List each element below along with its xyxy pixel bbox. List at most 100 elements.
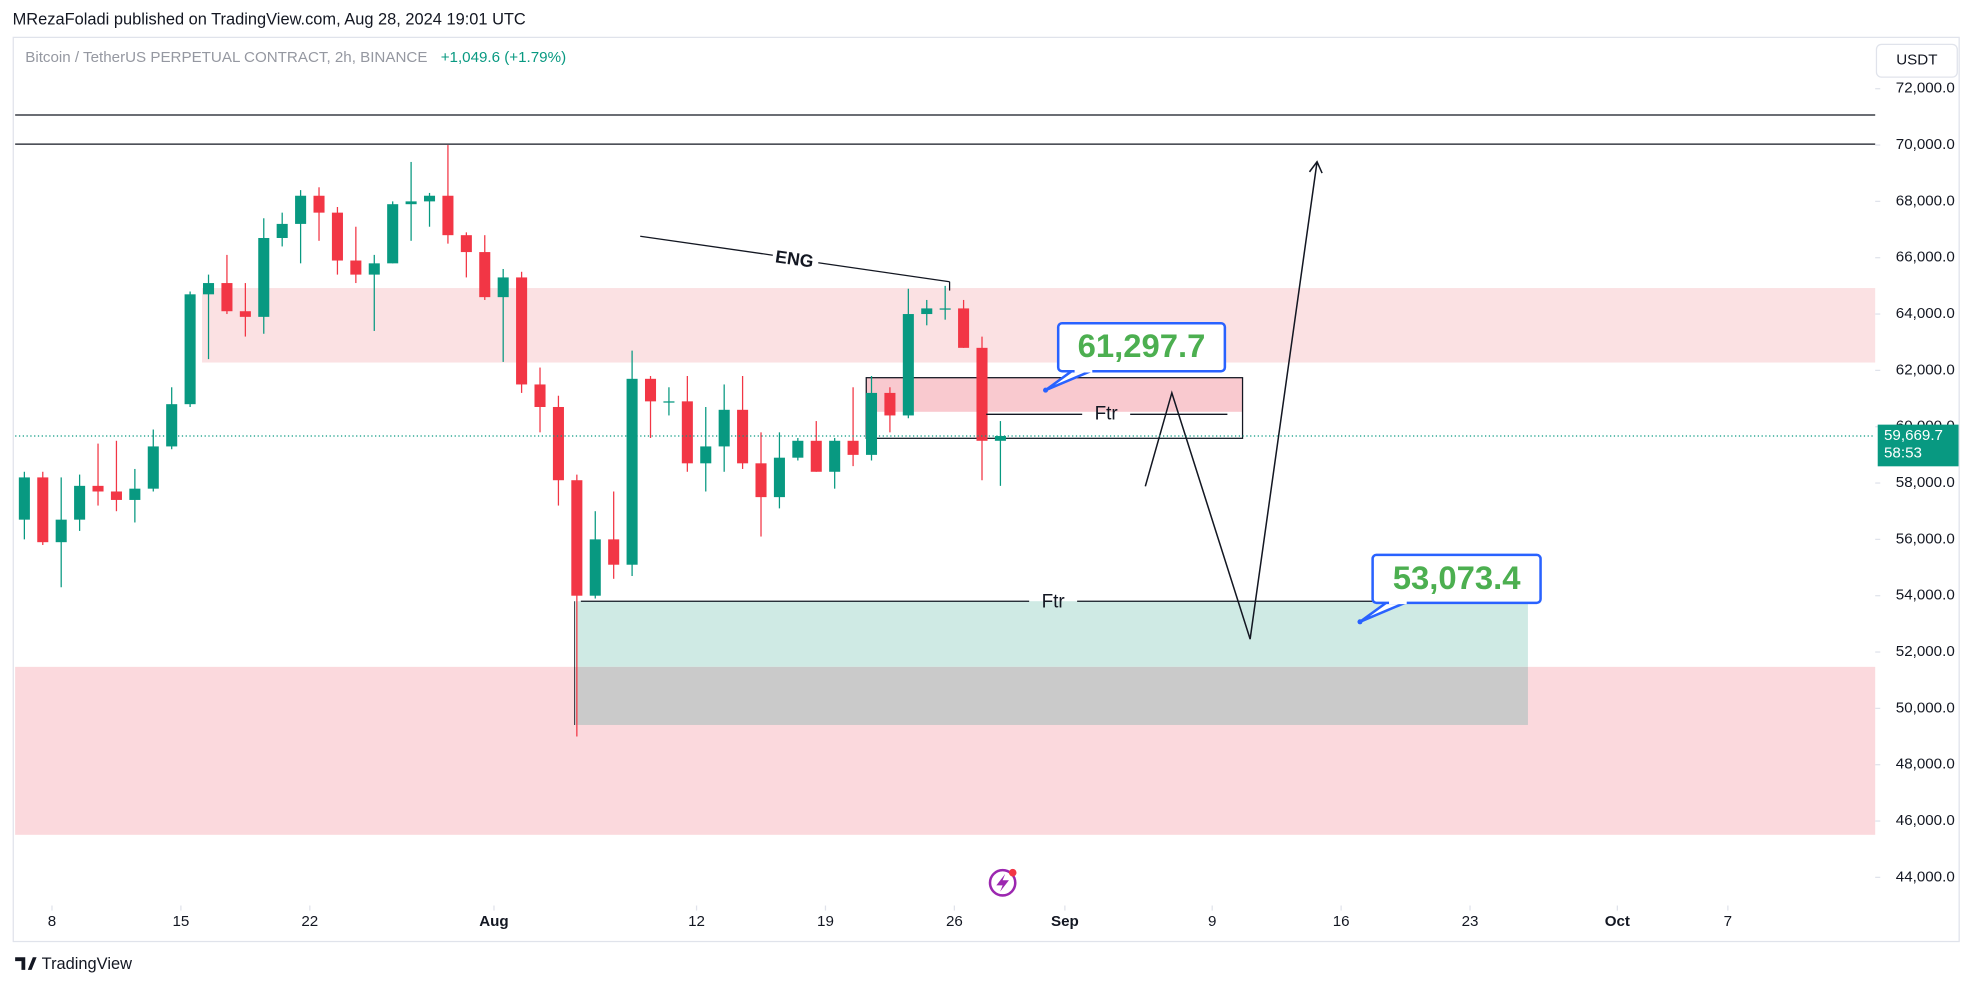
candle-body bbox=[700, 446, 712, 464]
projection-path bbox=[1144, 161, 1318, 640]
x-tick-label: 9 bbox=[1208, 913, 1216, 930]
y-tick-label: 56,000.0 bbox=[1896, 530, 1955, 547]
candles bbox=[18, 145, 1006, 737]
candle-body bbox=[829, 440, 841, 472]
candle-body bbox=[405, 201, 417, 205]
candle-body bbox=[902, 314, 914, 416]
candle-body bbox=[921, 308, 933, 315]
candle-body bbox=[663, 401, 675, 403]
candle-body bbox=[497, 277, 509, 298]
callout-gap bbox=[1389, 600, 1407, 605]
candle-body bbox=[258, 237, 270, 317]
symbol-label: Bitcoin / TetherUS PERPETUAL CONTRACT, 2… bbox=[25, 49, 427, 66]
x-axis: 8 15 22 Aug 12 19 26 Sep 9 16 23 Oct 7 bbox=[48, 905, 1732, 930]
last-price-box bbox=[1877, 424, 1959, 467]
x-tick-label: 26 bbox=[946, 913, 963, 930]
x-tick-label: 16 bbox=[1333, 913, 1350, 930]
candle-body bbox=[92, 485, 104, 492]
alert-icon-dot bbox=[1008, 868, 1017, 877]
arrow-head bbox=[1308, 160, 1323, 174]
candle-body bbox=[331, 212, 343, 261]
eng-line bbox=[640, 235, 773, 256]
candle-body bbox=[718, 409, 730, 447]
y-tick-label: 44,000.0 bbox=[1896, 868, 1955, 885]
candle-body bbox=[37, 477, 49, 543]
candle-body bbox=[534, 384, 546, 407]
candle-body bbox=[221, 283, 233, 312]
candle-body bbox=[958, 308, 970, 348]
callout-label: 53,073.4 bbox=[1393, 559, 1522, 596]
eng-line bbox=[818, 262, 950, 283]
candle-body bbox=[994, 435, 1006, 441]
callout-box bbox=[1371, 553, 1542, 605]
callout-anchor bbox=[1043, 387, 1049, 393]
y-tick-label: 66,000.0 bbox=[1896, 249, 1955, 266]
candle-body bbox=[773, 457, 785, 498]
candle-body bbox=[442, 195, 454, 236]
last-price: 59,669.758:53 bbox=[15, 424, 1959, 467]
x-tick-label: 15 bbox=[172, 913, 189, 930]
chart-frame bbox=[12, 36, 1960, 943]
candle-body bbox=[681, 401, 693, 464]
candle-body bbox=[239, 311, 251, 317]
callout-anchor bbox=[1357, 619, 1363, 625]
candle-body bbox=[350, 260, 362, 275]
candle-body bbox=[571, 480, 583, 596]
y-tick-label: 62,000.0 bbox=[1896, 361, 1955, 378]
x-tick-label: 12 bbox=[688, 913, 705, 930]
candle-body bbox=[423, 195, 436, 202]
ftr-label: Ftr bbox=[1095, 403, 1118, 424]
brand-logo bbox=[15, 957, 37, 970]
candle-body bbox=[202, 283, 215, 295]
candle-body bbox=[55, 519, 67, 543]
candle-body bbox=[755, 463, 767, 498]
y-tick-label: 54,000.0 bbox=[1896, 587, 1955, 604]
candle-body bbox=[552, 406, 564, 481]
x-tick-label: 22 bbox=[301, 913, 318, 930]
brand-name: TradingView bbox=[42, 955, 132, 973]
currency-label: USDT bbox=[1896, 52, 1937, 69]
y-tick-label: 70,000.0 bbox=[1896, 136, 1955, 153]
x-tick-label: 8 bbox=[48, 913, 56, 930]
x-tick-label: 19 bbox=[817, 913, 834, 930]
candle-body bbox=[865, 392, 878, 455]
supply-zone bbox=[202, 288, 1876, 363]
ftr-zone bbox=[574, 601, 1528, 667]
y-tick-label: 50,000.0 bbox=[1896, 699, 1955, 716]
x-tick-label: 7 bbox=[1724, 913, 1732, 930]
x-tick-label: Aug bbox=[479, 913, 508, 930]
y-tick-label: 58,000.0 bbox=[1896, 474, 1955, 491]
candle-body bbox=[479, 252, 491, 298]
last-price-label: 59,669.7 bbox=[1884, 427, 1943, 444]
candle-body bbox=[129, 488, 141, 500]
alert-icon-bolt bbox=[996, 873, 1009, 892]
change-label: +1,049.6 (+1.79%) bbox=[441, 49, 566, 66]
alert-icon[interactable] bbox=[988, 868, 1017, 897]
y-tick-label: 72,000.0 bbox=[1896, 80, 1955, 97]
candle-body bbox=[810, 440, 822, 472]
y-tick-label: 52,000.0 bbox=[1896, 643, 1955, 660]
candle-body bbox=[276, 223, 288, 238]
candle-body bbox=[608, 539, 620, 565]
currency-button[interactable] bbox=[1875, 43, 1958, 78]
y-tick-label: 46,000.0 bbox=[1896, 812, 1955, 829]
callout-gap bbox=[1074, 368, 1093, 373]
y-tick-label: 48,000.0 bbox=[1896, 756, 1955, 773]
candle-body bbox=[884, 392, 896, 416]
countdown-label: 58:53 bbox=[1884, 445, 1922, 462]
candle-body bbox=[295, 195, 307, 224]
callout-box bbox=[1056, 321, 1227, 373]
candle-body bbox=[792, 440, 804, 458]
candle-body bbox=[147, 446, 159, 489]
y-tick-label: 64,000.0 bbox=[1896, 305, 1955, 322]
candle-body bbox=[460, 235, 472, 253]
callout-label: 61,297.7 bbox=[1078, 327, 1206, 364]
x-tick-label: 23 bbox=[1462, 913, 1479, 930]
candle-body bbox=[110, 491, 122, 500]
candle-body bbox=[313, 195, 325, 213]
ftr-label: Ftr bbox=[1042, 591, 1065, 612]
ftr-zone-lower bbox=[574, 666, 1528, 725]
